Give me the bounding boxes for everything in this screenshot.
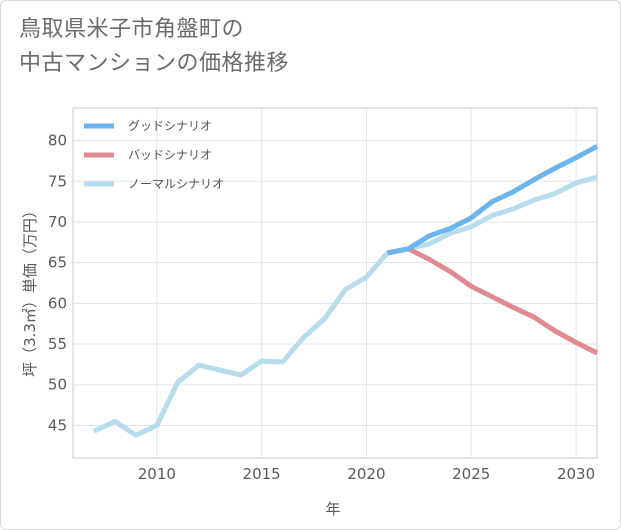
series-lines [92, 144, 599, 438]
x-tick-label: 2020 [347, 465, 385, 483]
y-tick-label: 60 [48, 294, 67, 312]
chart-title-line2: 中古マンションの価格推移 [19, 51, 290, 76]
legend-label: ノーマルシナリオ [128, 177, 224, 191]
x-tick-label: 2030 [557, 465, 595, 483]
tick-labels: 2010 2015 2020 2025 2030 45 50 55 60 65 70 75 80 [48, 132, 595, 483]
series-line-1 [386, 246, 599, 356]
x-axis-label: 年 [325, 500, 340, 518]
y-axis-label: 坪（3.3㎡）単価（万円） [21, 203, 39, 377]
plot-area [72, 107, 598, 459]
y-tick-label: 80 [48, 132, 67, 150]
y-tick-label: 65 [48, 254, 67, 272]
chart-title: 鳥取県米子市角盤町の 中古マンションの価格推移 [19, 13, 579, 81]
series-line-0 [386, 144, 599, 256]
legend-label: グッドシナリオ [128, 119, 212, 133]
y-tick-label: 70 [48, 213, 67, 231]
y-tick-label: 55 [48, 335, 67, 353]
chart-title-line1: 鳥取県米子市角盤町の [19, 17, 245, 42]
y-tick-label: 50 [48, 376, 67, 394]
x-tick-label: 2010 [138, 465, 176, 483]
series-line-2 [92, 174, 598, 438]
x-tick-label: 2015 [243, 465, 281, 483]
x-tick-label: 2025 [452, 465, 490, 483]
legend-label: バッドシナリオ [128, 148, 212, 162]
y-tick-label: 45 [48, 416, 67, 434]
y-tick-label: 75 [48, 172, 67, 190]
